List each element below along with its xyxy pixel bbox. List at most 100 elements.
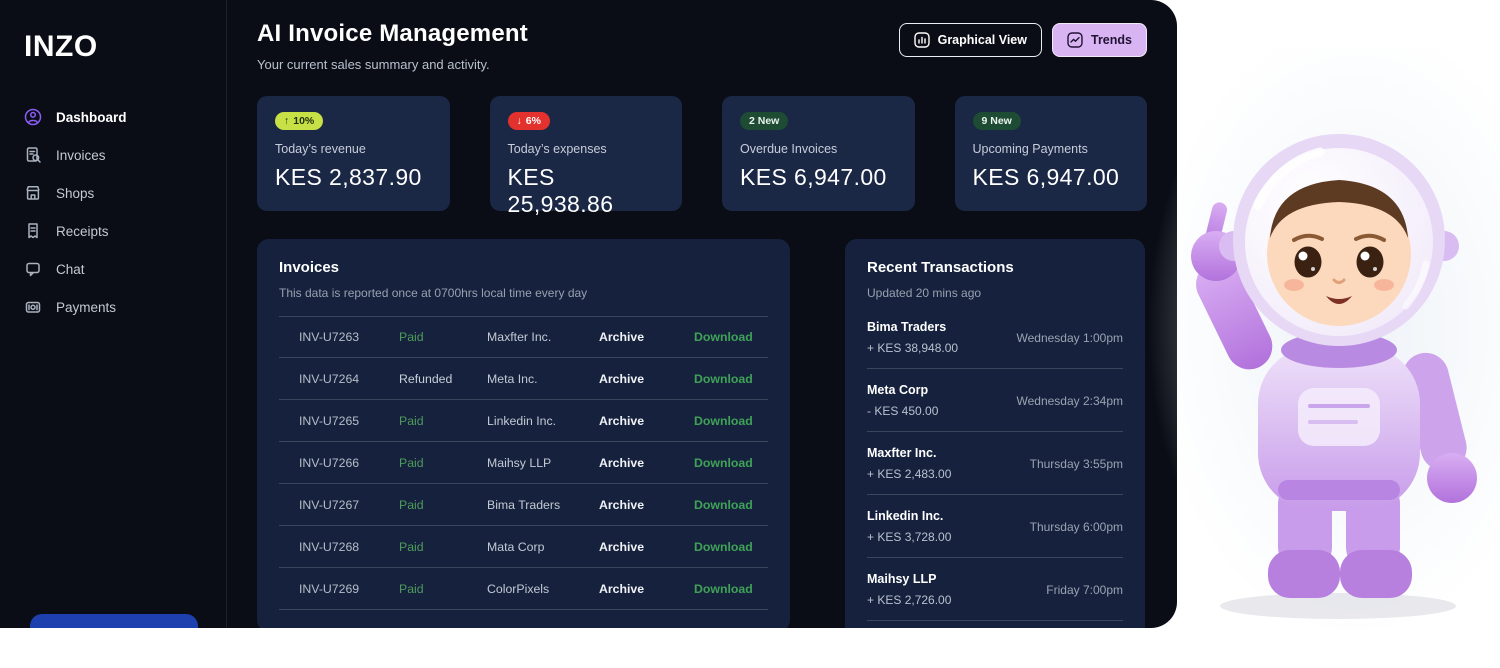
invoice-id: INV-U7265 xyxy=(299,414,399,428)
download-link[interactable]: Download xyxy=(694,414,768,428)
stat-badge: ↓ 6% xyxy=(508,112,550,130)
transaction-row: Maxfter Inc. + KES 2,483.00 Thursday 3:5… xyxy=(867,432,1123,495)
invoice-status-badge: Refunded xyxy=(399,372,487,386)
archive-link[interactable]: Archive xyxy=(599,456,694,470)
transactions-list: Bima Traders + KES 38,948.00 Wednesday 1… xyxy=(867,306,1123,621)
transaction-row: Linkedin Inc. + KES 3,728.00 Thursday 6:… xyxy=(867,495,1123,558)
stat-label: Today’s revenue xyxy=(275,142,432,156)
page-subtitle: Your current sales summary and activity. xyxy=(257,57,528,72)
stat-card: 9 New Upcoming Payments KES 6,947.00 xyxy=(955,96,1148,211)
transaction-time: Friday 7:00pm xyxy=(1046,583,1123,597)
page-title: AI Invoice Management xyxy=(257,20,528,48)
archive-link[interactable]: Archive xyxy=(599,414,694,428)
archive-link[interactable]: Archive xyxy=(599,540,694,554)
invoice-status-badge: Paid xyxy=(399,498,487,512)
archive-link[interactable]: Archive xyxy=(599,330,694,344)
transaction-row: Maihsy LLP + KES 2,726.00 Friday 7:00pm xyxy=(867,558,1123,621)
sidebar: INZO Dashboard Invoices Shops xyxy=(0,0,227,628)
chat-icon xyxy=(24,260,42,278)
invoice-id: INV-U7263 xyxy=(299,330,399,344)
stat-value: KES 6,947.00 xyxy=(973,164,1130,191)
astronaut-svg xyxy=(1170,88,1500,628)
transaction-name: Linkedin Inc. xyxy=(867,509,951,523)
sidebar-item-shops[interactable]: Shops xyxy=(24,174,226,212)
download-link[interactable]: Download xyxy=(694,540,768,554)
graphical-view-label: Graphical View xyxy=(938,33,1027,47)
invoice-id: INV-U7264 xyxy=(299,372,399,386)
sidebar-item-label: Payments xyxy=(56,300,116,315)
invoice-id: INV-U7267 xyxy=(299,498,399,512)
main-content: AI Invoice Management Your current sales… xyxy=(227,0,1177,628)
transaction-time: Wednesday 1:00pm xyxy=(1016,331,1123,345)
invoices-subtitle: This data is reported once at 0700hrs lo… xyxy=(279,286,768,300)
download-link[interactable]: Download xyxy=(694,498,768,512)
invoice-row: INV-U7268 Paid Mata Corp Archive Downloa… xyxy=(279,526,768,568)
invoice-status-badge: Paid xyxy=(399,330,487,344)
invoice-status-badge: Paid xyxy=(399,540,487,554)
archive-link[interactable]: Archive xyxy=(599,582,694,596)
stat-badge-text: 10% xyxy=(293,115,314,127)
sidebar-item-invoices[interactable]: Invoices xyxy=(24,136,226,174)
sidebar-item-label: Receipts xyxy=(56,224,109,239)
sidebar-item-label: Chat xyxy=(56,262,85,277)
download-link[interactable]: Download xyxy=(694,372,768,386)
download-link[interactable]: Download xyxy=(694,330,768,344)
invoice-row: INV-U7266 Paid Maihsy LLP Archive Downlo… xyxy=(279,442,768,484)
stat-badge-text: 6% xyxy=(526,115,541,127)
transaction-name: Meta Corp xyxy=(867,383,938,397)
invoice-company: Meta Inc. xyxy=(487,372,599,386)
stat-card: 2 New Overdue Invoices KES 6,947.00 xyxy=(722,96,915,211)
transaction-time: Thursday 3:55pm xyxy=(1030,457,1123,471)
stat-label: Today’s expenses xyxy=(508,142,665,156)
stat-label: Overdue Invoices xyxy=(740,142,897,156)
invoice-row: INV-U7267 Paid Bima Traders Archive Down… xyxy=(279,484,768,526)
sidebar-item-receipts[interactable]: Receipts xyxy=(24,212,226,250)
header-actions: Graphical View Trends xyxy=(899,23,1147,57)
payments-icon xyxy=(24,298,42,316)
invoice-row: INV-U7264 Refunded Meta Inc. Archive Dow… xyxy=(279,358,768,400)
sidebar-item-payments[interactable]: Payments xyxy=(24,288,226,326)
invoice-id: INV-U7266 xyxy=(299,456,399,470)
transaction-time: Thursday 6:00pm xyxy=(1030,520,1123,534)
graphical-view-button[interactable]: Graphical View xyxy=(899,23,1042,57)
dashboard-icon xyxy=(24,108,42,126)
invoices-table: INV-U7263 Paid Maxfter Inc. Archive Down… xyxy=(279,316,768,610)
invoice-row: INV-U7263 Paid Maxfter Inc. Archive Down… xyxy=(279,316,768,358)
invoice-id: INV-U7268 xyxy=(299,540,399,554)
invoices-title: Invoices xyxy=(279,259,768,276)
archive-link[interactable]: Archive xyxy=(599,372,694,386)
invoice-company: ColorPixels xyxy=(487,582,599,596)
sidebar-bottom-button[interactable] xyxy=(30,614,198,628)
sidebar-item-chat[interactable]: Chat xyxy=(24,250,226,288)
archive-link[interactable]: Archive xyxy=(599,498,694,512)
sidebar-item-label: Shops xyxy=(56,186,94,201)
content-row: Invoices This data is reported once at 0… xyxy=(257,239,1147,628)
sidebar-nav: Dashboard Invoices Shops Receipts xyxy=(24,98,226,326)
invoice-status-badge: Paid xyxy=(399,456,487,470)
transaction-info: Maihsy LLP + KES 2,726.00 xyxy=(867,572,951,607)
sidebar-item-dashboard[interactable]: Dashboard xyxy=(24,98,226,136)
receipts-icon xyxy=(24,222,42,240)
download-link[interactable]: Download xyxy=(694,456,768,470)
invoice-company: Linkedin Inc. xyxy=(487,414,599,428)
stat-badge-text: 2 New xyxy=(749,115,779,127)
transaction-name: Maihsy LLP xyxy=(867,572,951,586)
transaction-amount: + KES 2,726.00 xyxy=(867,593,951,607)
invoice-row: INV-U7265 Paid Linkedin Inc. Archive Dow… xyxy=(279,400,768,442)
invoice-company: Bima Traders xyxy=(487,498,599,512)
stat-value: KES 2,837.90 xyxy=(275,164,432,191)
stat-badge-text: 9 New xyxy=(982,115,1012,127)
stat-badge: 9 New xyxy=(973,112,1021,130)
transaction-info: Maxfter Inc. + KES 2,483.00 xyxy=(867,446,951,481)
invoices-panel: Invoices This data is reported once at 0… xyxy=(257,239,790,628)
sidebar-item-label: Dashboard xyxy=(56,110,127,125)
stats-row: ↑ 10% Today’s revenue KES 2,837.90 ↓ 6% … xyxy=(257,96,1147,211)
download-link[interactable]: Download xyxy=(694,582,768,596)
transaction-amount: - KES 450.00 xyxy=(867,404,938,418)
stat-badge: ↑ 10% xyxy=(275,112,323,130)
stat-value: KES 6,947.00 xyxy=(740,164,897,191)
transaction-row: Meta Corp - KES 450.00 Wednesday 2:34pm xyxy=(867,369,1123,432)
transaction-amount: + KES 3,728.00 xyxy=(867,530,951,544)
transaction-amount: + KES 38,948.00 xyxy=(867,341,958,355)
transaction-name: Maxfter Inc. xyxy=(867,446,951,460)
